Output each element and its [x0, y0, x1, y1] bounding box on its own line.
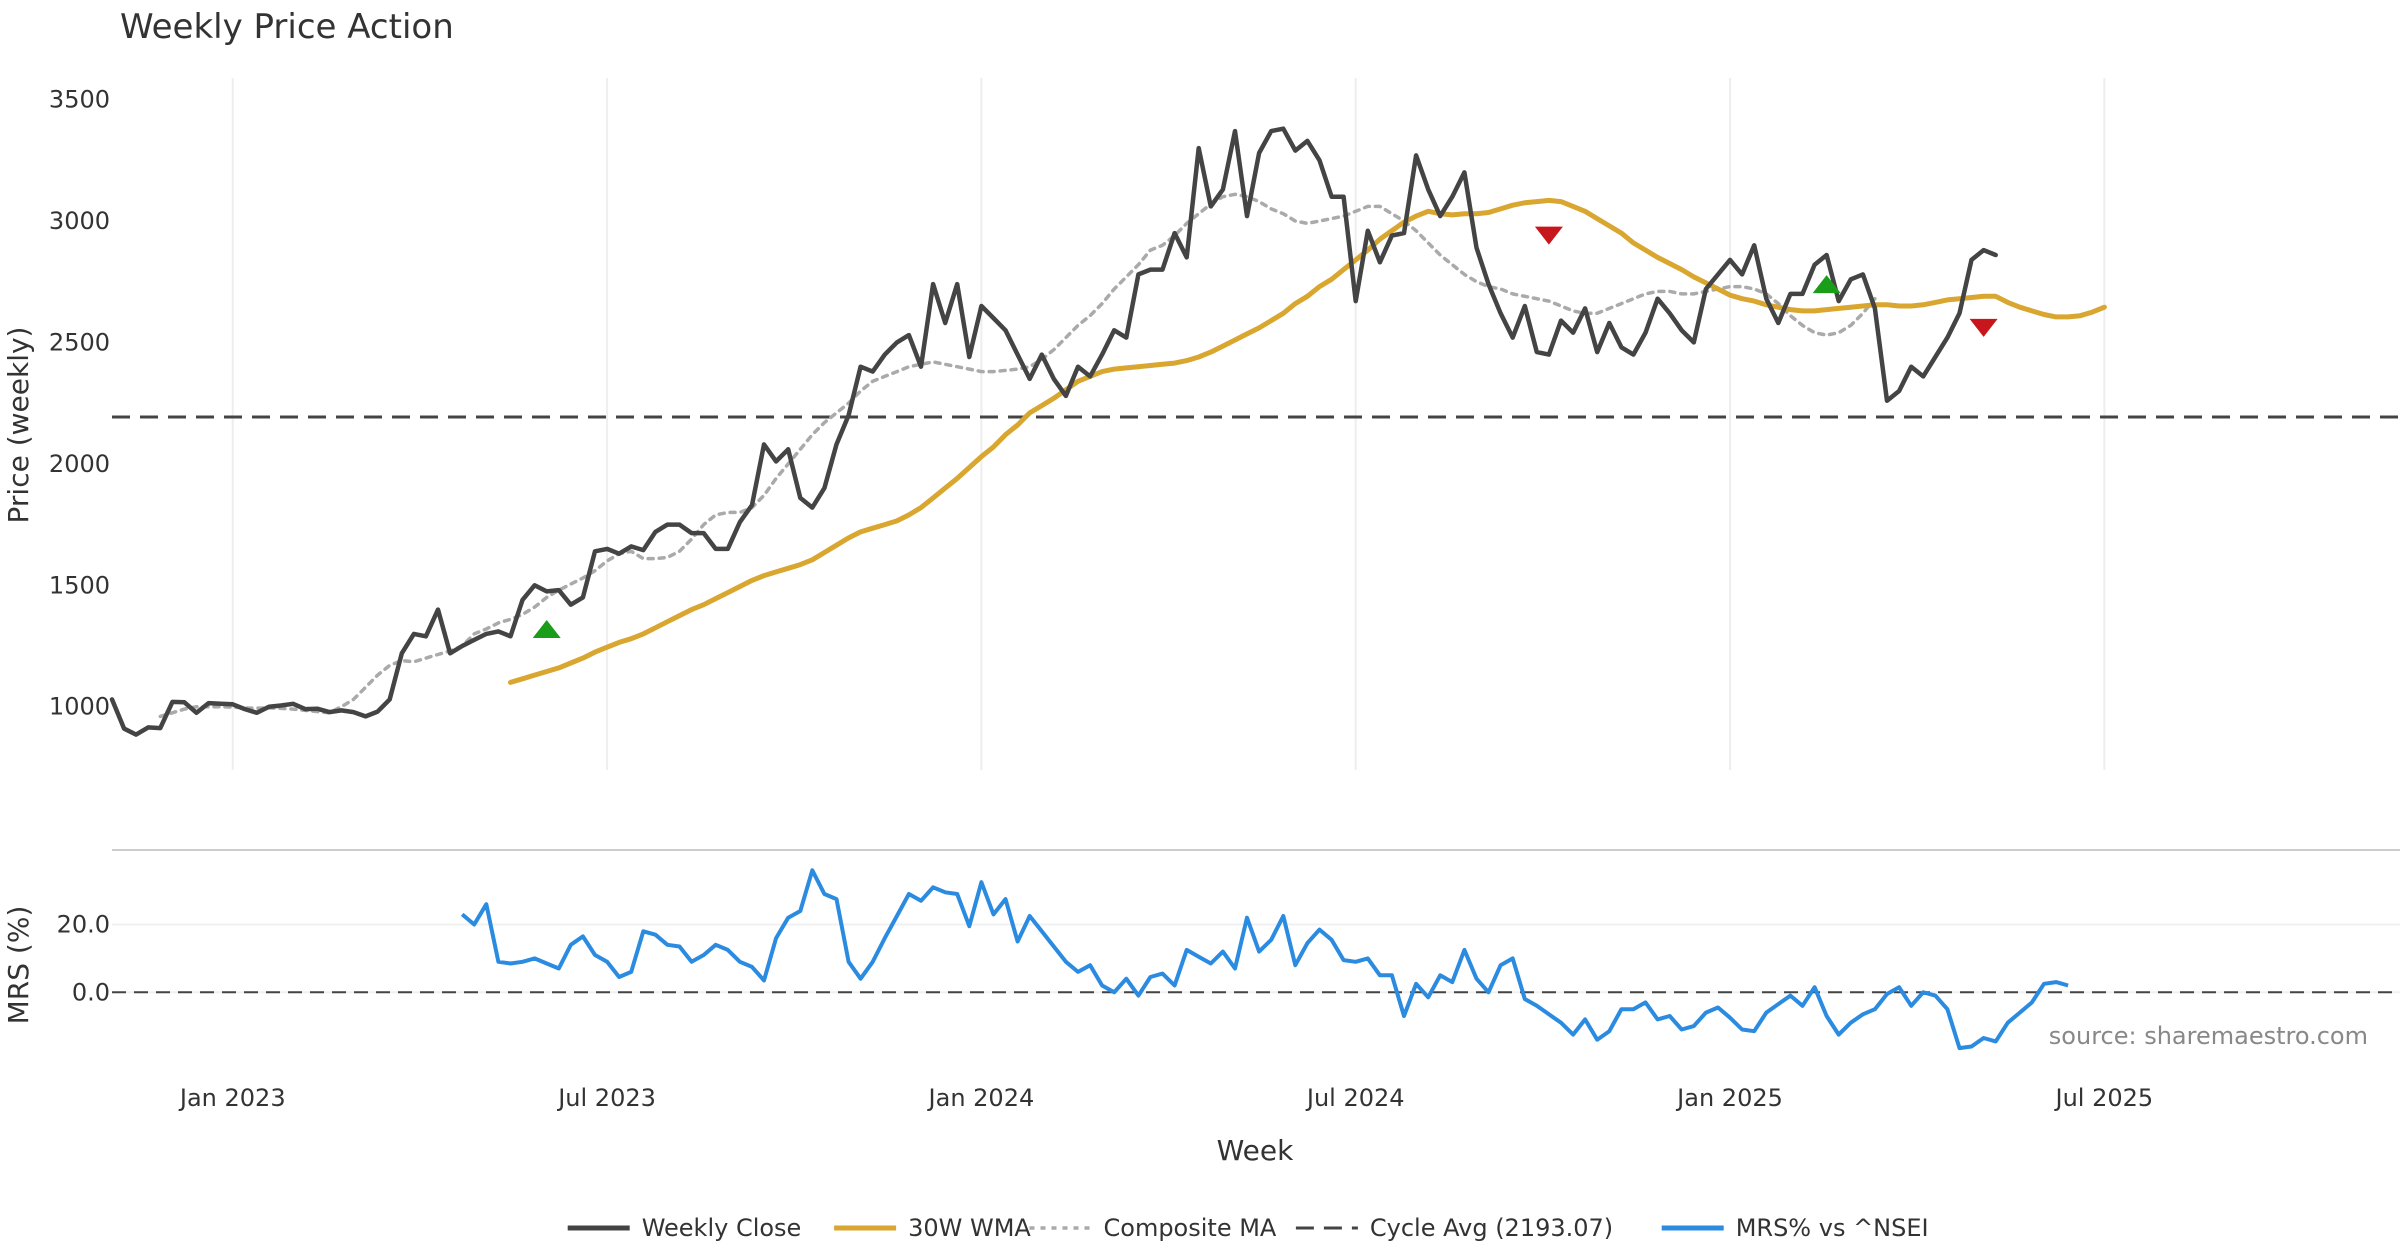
wma-30w-line: [508, 197, 2107, 685]
series-layer: [109, 126, 2400, 1051]
mrs-y-axis-label: MRS (%): [2, 906, 35, 1025]
legend-label: MRS% vs ^NSEI: [1736, 1214, 1929, 1242]
mrs-y-tick-label: 20.0: [57, 911, 110, 939]
mrs-y-tick-label: 0.0: [72, 978, 110, 1006]
legend-label: Cycle Avg (2193.07): [1370, 1214, 1613, 1242]
x-tick-label: Jul 2024: [1305, 1084, 1405, 1112]
price-y-tick-label: 2000: [49, 450, 110, 478]
weekly-close-line: [109, 126, 1998, 737]
price-y-axis-label: Price (weekly): [2, 327, 35, 524]
composite-ma-line: [158, 192, 1877, 719]
price-y-tick-label: 1500: [49, 571, 110, 599]
price-y-tick-label: 2500: [49, 328, 110, 356]
legend-label: Weekly Close: [642, 1214, 802, 1242]
sell-signal-marker: [1969, 318, 1998, 337]
x-tick-label: Jul 2023: [556, 1084, 656, 1112]
buy-signal-marker: [1812, 275, 1841, 294]
x-axis-label: Week: [1217, 1134, 1294, 1167]
x-tick-label: Jan 2024: [927, 1084, 1035, 1112]
legend-label: 30W WMA: [908, 1214, 1031, 1242]
price-y-tick-label: 3000: [49, 207, 110, 235]
x-tick-label: Jan 2023: [178, 1084, 286, 1112]
x-tick-label: Jul 2025: [2054, 1084, 2154, 1112]
chart-title: Weekly Price Action: [120, 7, 454, 47]
mrs-line: [460, 868, 2069, 1051]
buy-signal-marker: [532, 620, 561, 638]
markers-layer: [532, 226, 1998, 638]
legend-label: Composite MA: [1104, 1214, 1277, 1242]
ticks-layer: 1000 1500 2000 2500 3000 3500 0.0 20.0 Jan 2023 J…: [49, 86, 2153, 1112]
price-y-tick-label: 1000: [49, 693, 110, 721]
source-note: source: sharemaestro.com: [2049, 1022, 2368, 1050]
x-tick-label: Jan 2025: [1675, 1084, 1783, 1112]
grid-layer: [112, 78, 2400, 994]
sell-signal-marker: [1534, 226, 1563, 245]
price-y-tick-label: 3500: [49, 86, 110, 114]
legend: Weekly Close 30W WMA Composite MA Cycle Avg…: [567, 1214, 1929, 1242]
